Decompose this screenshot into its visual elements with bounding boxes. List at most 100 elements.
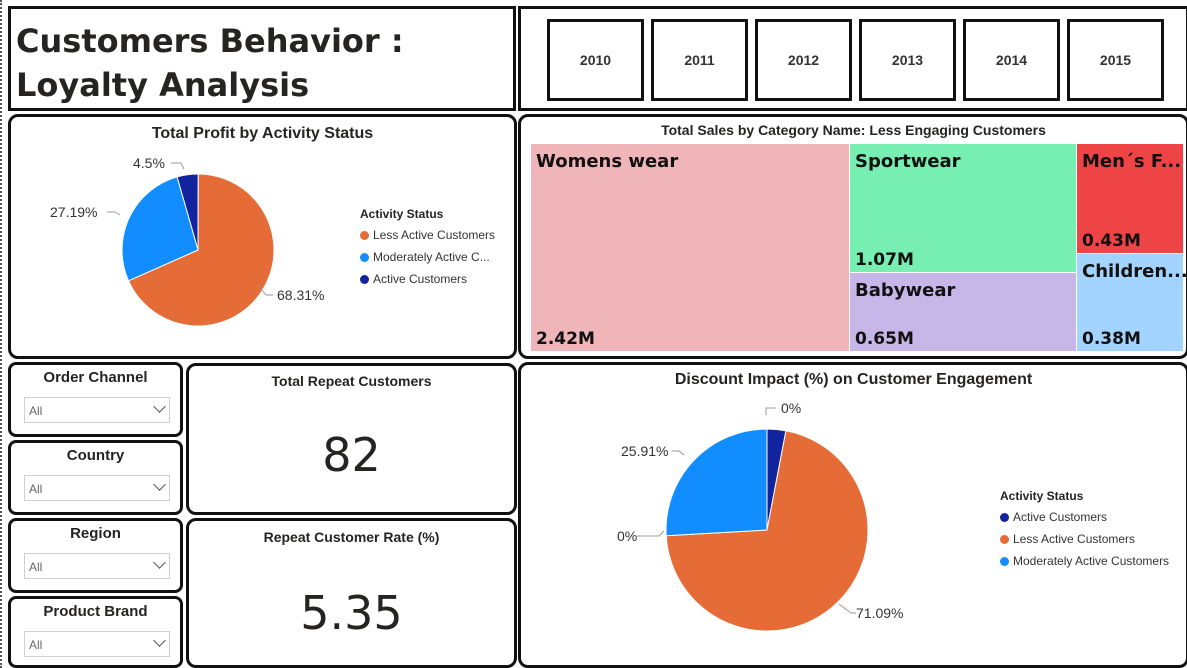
legend-item-active[interactable]: Active Customers <box>360 272 495 286</box>
profit-pie-visual[interactable]: Total Profit by Activity Status 4.5% 27.… <box>8 114 517 359</box>
pie-slice-moderately-active[interactable] <box>121 176 199 282</box>
tile-value: 0.43M <box>1082 231 1141 251</box>
profit-pie-leader-active <box>171 162 185 170</box>
chevron-down-icon <box>153 556 166 569</box>
report-title-line2: Loyalty Analysis <box>16 66 310 104</box>
year-button-2010[interactable]: 2010 <box>547 19 644 101</box>
kpi-repeat-customer-rate: Repeat Customer Rate (%) 5.35 <box>186 518 517 668</box>
dropdown-value: All <box>29 482 43 496</box>
report-title-line1: Customers Behavior : <box>16 22 404 60</box>
tile-label: Womens wear <box>536 151 679 172</box>
legend-dot <box>360 252 369 262</box>
discount-pie-visual[interactable]: Discount Impact (%) on Customer Engageme… <box>518 362 1187 668</box>
treemap-tile-womens-wear[interactable]: Womens wear 2.42M <box>531 144 849 351</box>
year-button-2014[interactable]: 2014 <box>963 19 1060 101</box>
slicer-title: Product Brand <box>43 603 148 620</box>
sales-treemap-visual[interactable]: Total Sales by Category Name: Less Engag… <box>518 114 1187 359</box>
legend-label: Less Active Customers <box>373 228 496 242</box>
kpi-title: Total Repeat Customers <box>271 373 432 389</box>
treemap-tile-childrenswear[interactable]: Children... 0.38M <box>1077 254 1186 351</box>
discount-pie-title: Discount Impact (%) on Customer Engageme… <box>674 371 1033 388</box>
dropdown-value: All <box>29 560 43 574</box>
chevron-down-icon <box>153 400 166 413</box>
legend-item-moderately-active[interactable]: Moderately Active Customers <box>1000 554 1169 568</box>
product-brand-dropdown[interactable]: All <box>24 631 170 657</box>
profit-pie-label-active: 4.5% <box>133 155 165 171</box>
legend-dot <box>1000 534 1009 544</box>
profit-pie-chart[interactable]: 4.5% 27.19% 68.31% <box>11 117 514 356</box>
profit-pie-legend: Activity Status Less Active Customers Mo… <box>360 207 495 294</box>
legend-label: Active Customers <box>373 272 468 286</box>
treemap-tile-mens-fashion[interactable]: Men´s F... 0.43M <box>1077 144 1183 253</box>
discount-pie-label-less: 71.09% <box>856 605 903 621</box>
year-button-2011[interactable]: 2011 <box>651 19 748 101</box>
discount-pie-legend-title: Activity Status <box>1000 489 1084 503</box>
kpi-value: 5.35 <box>300 586 403 640</box>
country-dropdown[interactable]: All <box>24 475 170 501</box>
year-button-2013[interactable]: 2013 <box>859 19 956 101</box>
legend-dot <box>360 230 369 240</box>
tile-value: 0.65M <box>855 329 914 349</box>
tile-label: Babywear <box>855 280 956 301</box>
kpi-value: 82 <box>322 428 381 482</box>
discount-pie-label-active: 0% <box>781 400 801 416</box>
legend-item-moderately-active[interactable]: Moderately Active C... <box>360 250 495 264</box>
report-title: Customers Behavior : Loyalty Analysis <box>16 19 404 107</box>
legend-dot <box>360 274 369 284</box>
tile-value: 2.42M <box>536 329 595 349</box>
order-channel-dropdown[interactable]: All <box>24 397 170 423</box>
kpi-total-repeat-customers: Total Repeat Customers 82 <box>186 363 517 515</box>
discount-pie-chart[interactable]: 0% 25.91% 0% 71.09% <box>521 365 1186 665</box>
chevron-down-icon <box>153 478 166 491</box>
tile-label: Men´s F... <box>1082 151 1182 172</box>
profit-pie-leader-moderately <box>107 211 121 216</box>
slicer-title: Order Channel <box>43 369 148 386</box>
profit-pie-label-moderately: 27.19% <box>50 204 97 220</box>
tile-value: 1.07M <box>855 250 914 270</box>
profit-pie-label-less: 68.31% <box>277 287 324 303</box>
kpi-title: Repeat Customer Rate (%) <box>263 529 440 545</box>
legend-dot <box>1000 512 1009 522</box>
pie-slice-less-active[interactable] <box>127 173 275 327</box>
legend-item-less-active[interactable]: Less Active Customers <box>360 228 495 242</box>
treemap-tile-sportwear[interactable]: Sportwear 1.07M <box>850 144 1076 272</box>
dropdown-value: All <box>29 404 43 418</box>
year-slicer: 2010 2011 2012 2013 2014 2015 <box>518 6 1187 111</box>
tile-label: Sportwear <box>855 151 961 172</box>
discount-pie-label-zero: 0% <box>617 528 637 544</box>
discount-pie-legend: Activity Status Active Customers Less Ac… <box>1000 489 1169 576</box>
year-button-2015[interactable]: 2015 <box>1067 19 1164 101</box>
title-card: Customers Behavior : Loyalty Analysis <box>8 6 516 111</box>
tile-label: Children... <box>1082 261 1187 282</box>
profit-pie-leader-less <box>257 284 273 296</box>
slicer-country: Country All <box>8 440 183 515</box>
treemap-title: Total Sales by Category Name: Less Engag… <box>661 122 1046 138</box>
slicer-product-brand: Product Brand All <box>8 596 183 668</box>
discount-pie-leader-less <box>838 603 856 614</box>
slicer-title: Region <box>70 525 121 542</box>
treemap-tile-babywear[interactable]: Babywear 0.65M <box>850 273 1076 351</box>
discount-pie-label-moderately: 25.91% <box>621 443 668 459</box>
discount-pie-leader-moderately <box>672 450 685 456</box>
discount-pie-leader-zero <box>637 530 665 537</box>
legend-label: Moderately Active C... <box>373 250 490 264</box>
legend-label: Active Customers <box>1013 510 1108 524</box>
pie-slice-less-active[interactable] <box>665 430 869 632</box>
legend-item-less-active[interactable]: Less Active Customers <box>1000 532 1169 546</box>
chevron-down-icon <box>153 634 166 647</box>
legend-label: Moderately Active Customers <box>1013 554 1170 568</box>
legend-label: Less Active Customers <box>1013 532 1136 546</box>
pie-slice-moderately-active[interactable] <box>665 428 768 537</box>
profit-pie-legend-title: Activity Status <box>360 207 444 221</box>
slicer-region: Region All <box>8 518 183 593</box>
legend-item-active[interactable]: Active Customers <box>1000 510 1169 524</box>
profit-pie-title: Total Profit by Activity Status <box>151 125 374 142</box>
legend-dot <box>1000 556 1009 566</box>
tile-value: 0.38M <box>1082 329 1141 349</box>
dropdown-value: All <box>29 638 43 652</box>
slicer-title: Country <box>66 447 125 464</box>
discount-pie-leader-active <box>765 407 776 415</box>
year-button-2012[interactable]: 2012 <box>755 19 852 101</box>
region-dropdown[interactable]: All <box>24 553 170 579</box>
